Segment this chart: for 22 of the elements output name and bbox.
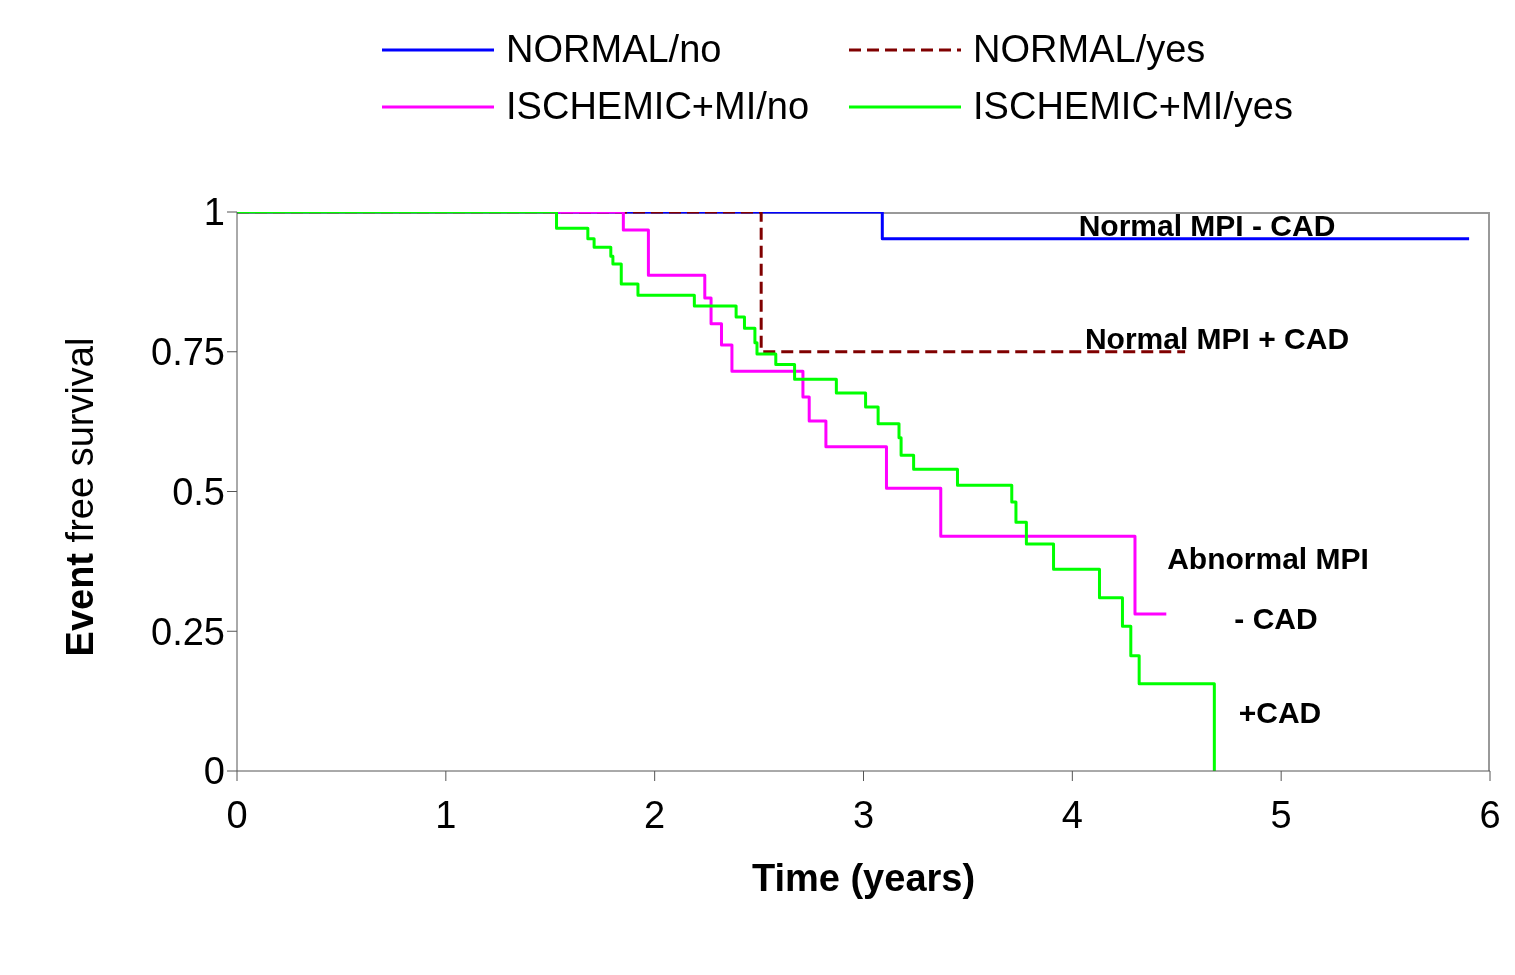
y-tick-label: 1 (203, 191, 225, 234)
annotation: Abnormal MPI (1166, 542, 1370, 576)
legend-label: NORMAL/no (506, 28, 722, 71)
x-tick-label: 2 (644, 793, 666, 836)
x-tick-label: 5 (1270, 793, 1292, 836)
x-tick-label: 6 (1479, 793, 1501, 836)
annotation: +CAD (1237, 696, 1323, 730)
annotation: - CAD (1233, 602, 1319, 636)
x-tick-label: 1 (435, 793, 457, 836)
legend-label: ISCHEMIC+MI/yes (973, 85, 1293, 128)
y-axis-title: Event free survival (58, 337, 101, 657)
x-tick-label: 4 (1061, 793, 1083, 836)
y-tick-label: 0.75 (151, 331, 225, 374)
annotation: Normal MPI - CAD (1077, 209, 1337, 243)
legend-label: ISCHEMIC+MI/no (506, 85, 810, 128)
y-tick-label: 0.25 (151, 610, 225, 653)
annotation: Normal MPI + CAD (1083, 322, 1351, 356)
x-axis-title: Time (years) (751, 857, 976, 899)
legend-label: NORMAL/yes (973, 28, 1206, 71)
x-tick-label: 3 (852, 793, 875, 836)
y-tick-label: 0.5 (172, 470, 225, 513)
y-tick-label: 0 (203, 750, 225, 793)
